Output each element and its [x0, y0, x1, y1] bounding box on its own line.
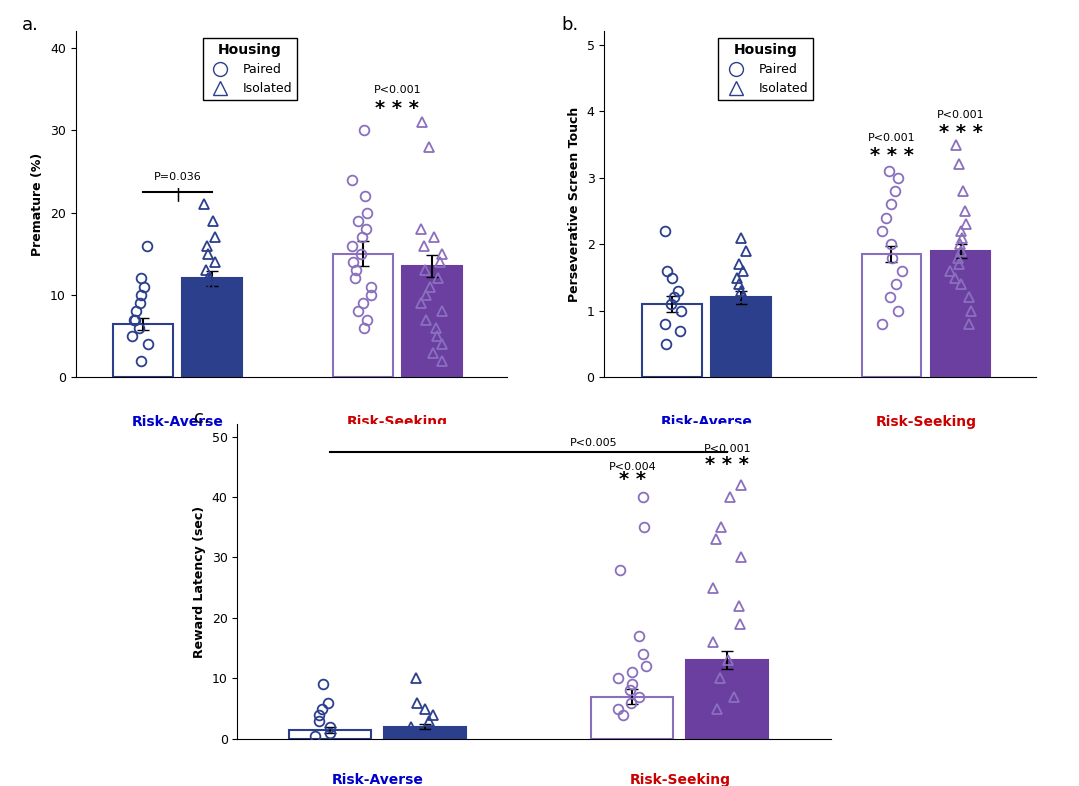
- Text: c.: c.: [194, 409, 209, 427]
- Text: Risk-Averse: Risk-Averse: [660, 415, 752, 429]
- Text: * * *: * * *: [375, 99, 420, 118]
- Y-axis label: Reward Latency (sec): Reward Latency (sec): [193, 505, 206, 658]
- Text: †: †: [173, 186, 182, 204]
- Bar: [686, 660, 768, 739]
- Bar: [642, 304, 701, 377]
- Bar: [711, 297, 770, 377]
- Text: Risk-Seeking: Risk-Seeking: [629, 773, 730, 786]
- Bar: [384, 727, 466, 739]
- Text: a.: a.: [22, 16, 39, 34]
- Bar: [289, 729, 371, 739]
- Bar: [591, 696, 673, 739]
- Text: P<0.001: P<0.001: [868, 133, 915, 143]
- Text: P<0.001: P<0.001: [704, 443, 751, 454]
- Text: * * *: * * *: [706, 455, 749, 474]
- Text: P<0.004: P<0.004: [609, 462, 656, 472]
- Bar: [333, 254, 393, 377]
- Text: P=0.036: P=0.036: [153, 171, 202, 182]
- Text: b.: b.: [561, 16, 578, 34]
- Text: P<0.005: P<0.005: [570, 438, 617, 447]
- Text: Risk-Seeking: Risk-Seeking: [346, 415, 448, 429]
- Text: P<0.001: P<0.001: [373, 85, 421, 95]
- Text: Risk-Averse: Risk-Averse: [132, 415, 223, 429]
- Bar: [402, 266, 462, 377]
- Bar: [931, 251, 991, 377]
- Text: P<0.001: P<0.001: [937, 110, 984, 120]
- Text: * * *: * * *: [939, 123, 983, 141]
- Bar: [862, 254, 921, 377]
- Text: * *: * *: [618, 470, 646, 489]
- Text: * * *: * * *: [870, 146, 914, 165]
- Legend: Paired, Isolated: Paired, Isolated: [719, 38, 812, 100]
- Text: Risk-Seeking: Risk-Seeking: [875, 415, 976, 429]
- Bar: [113, 324, 173, 377]
- Text: Risk-Averse: Risk-Averse: [331, 773, 424, 786]
- Legend: Paired, Isolated: Paired, Isolated: [203, 38, 297, 100]
- Y-axis label: Premature (%): Premature (%): [31, 152, 44, 256]
- Bar: [182, 278, 242, 377]
- Y-axis label: Perseverative Screen Touch: Perseverative Screen Touch: [568, 107, 581, 302]
